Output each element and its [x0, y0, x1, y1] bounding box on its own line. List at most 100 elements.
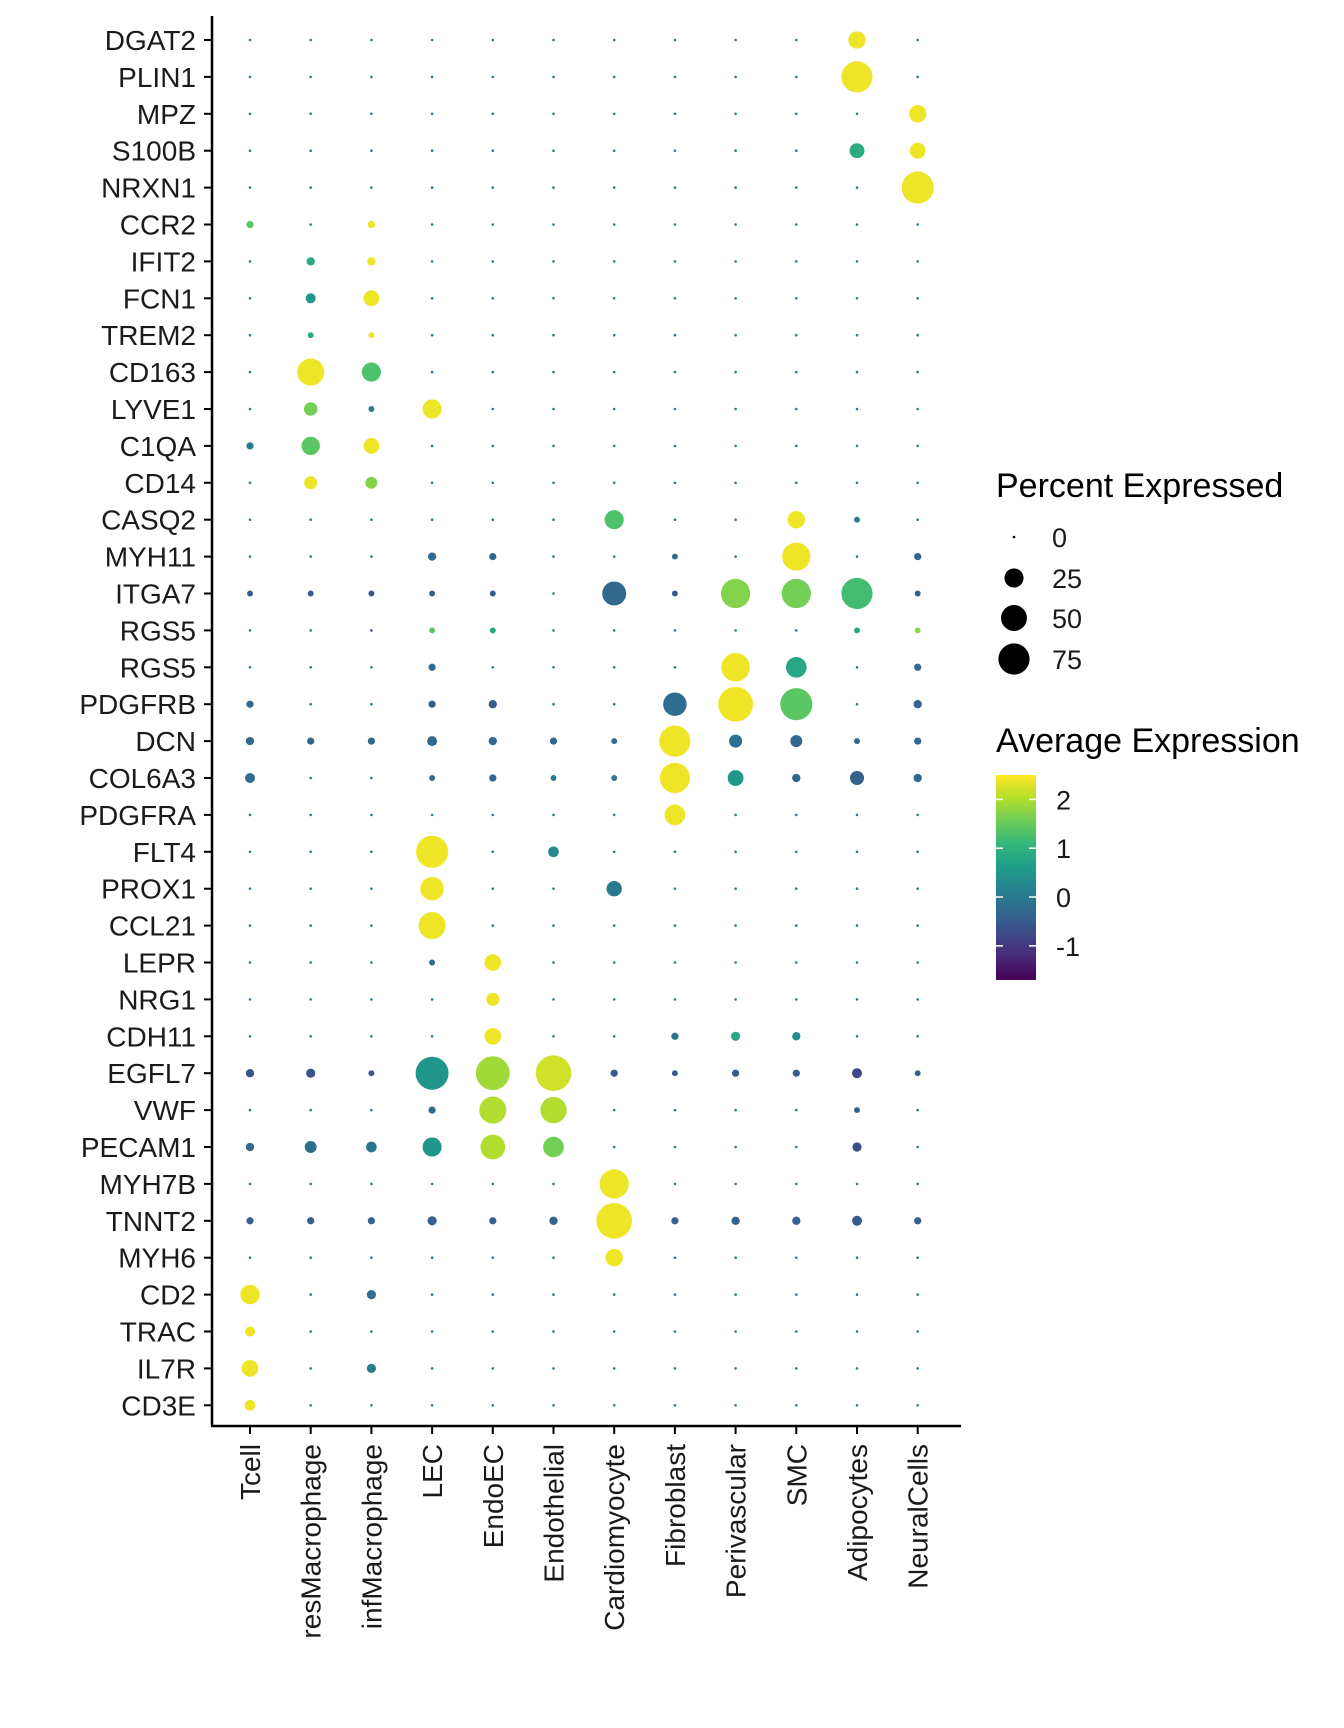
dot-casq2-adipocytes [854, 516, 860, 523]
size-legend-items: 0 25 50 75 [998, 523, 1082, 675]
dot-dcn-cardiomyocyte [611, 738, 618, 745]
dot-mpz-fibroblast [673, 112, 677, 116]
dot-dcn-adipocytes [854, 738, 860, 745]
dot-prox1-tcell [248, 887, 252, 890]
y-axis-ticks: DGAT2 PLIN1 MPZ S100B NRXN1 CCR2 IFIT2 FCN1 TREM… [79, 25, 212, 1421]
dot-myh7b-lec [430, 1182, 434, 1186]
dot-tnnt2-smc [792, 1216, 801, 1225]
dots-layer [240, 31, 934, 1411]
dot-dcn-endoec [488, 736, 497, 746]
dot-trem2-infmacrophage [368, 332, 375, 339]
dot-lepr-resmacrophage [309, 961, 313, 964]
size-legend-title: Percent Expressed [996, 467, 1283, 505]
dot-dcn-lec [427, 736, 438, 747]
dot-ccl21-lec [418, 912, 446, 940]
dot-dgat2-resmacrophage [309, 38, 313, 42]
dot-cd2-infmacrophage [366, 1290, 376, 1300]
dot-c1qa-adipocytes [855, 444, 859, 448]
dot-rgs5-infmacrophage [370, 666, 373, 669]
dot-cdh11-fibroblast [671, 1032, 679, 1040]
dot-lepr-infmacrophage [370, 961, 373, 964]
dot-cd2-adipocytes [855, 1293, 859, 1296]
dot-egfl7-endoec [475, 1056, 510, 1091]
colorbar-label: 2 [1056, 785, 1071, 815]
dot-tnnt2-fibroblast [671, 1217, 679, 1225]
celltype-label-cardiomyocyte: Cardiomyocyte [599, 1444, 630, 1631]
dot-cdh11-perivascular [731, 1031, 741, 1041]
dot-cd2-tcell [240, 1284, 260, 1305]
x-axis-ticks: Tcell resMacrophage infMacrophage LEC EndoEC… [235, 1426, 934, 1639]
color-legend: Average Expression 2 1 0 -1 [996, 722, 1300, 980]
dot-trem2-smc [795, 333, 798, 337]
dot-c1qa-endothelial [552, 444, 555, 448]
dot-il7r-lec [430, 1367, 434, 1370]
dot-c1qa-lec [430, 444, 434, 448]
dot-plin1-endothelial [552, 75, 555, 79]
dot-mpz-resmacrophage [309, 112, 313, 116]
celltype-label-infmacrophage: infMacrophage [356, 1444, 387, 1629]
dot-ifit2-resmacrophage [306, 257, 315, 266]
dot-plin1-smc [795, 75, 798, 79]
dot-fcn1-resmacrophage [305, 293, 316, 304]
dot-nrxn1-endothelial [552, 186, 555, 189]
dot-ccl21-infmacrophage [370, 924, 373, 927]
celltype-label-resmacrophage: resMacrophage [296, 1444, 327, 1639]
dot-egfl7-smc [792, 1069, 800, 1077]
dot-prox1-adipocytes [855, 887, 859, 890]
dot-dgat2-infmacrophage [370, 38, 373, 42]
dot-dgat2-endoec [491, 38, 495, 42]
dot-cd14-adipocytes [855, 481, 859, 485]
dot-cd163-fibroblast [673, 370, 677, 374]
dot-rgs5-cardiomyocyte [612, 629, 616, 632]
dot-myh11-perivascular [734, 555, 737, 558]
gene-label-vwf: VWF [134, 1095, 196, 1126]
dot-pdgfrb-adipocytes [855, 702, 859, 706]
dot-dcn-smc [790, 735, 803, 748]
gene-label-cdh11: CDH11 [106, 1021, 196, 1052]
dot-nrxn1-endoec [491, 186, 495, 189]
dot-ccl21-fibroblast [673, 924, 677, 927]
dot-vwf-endothelial [540, 1096, 567, 1124]
dot-pdgfrb-cardiomyocyte [612, 702, 616, 706]
dot-cd163-neuralcells [916, 370, 919, 374]
dot-itga7-infmacrophage [368, 590, 375, 597]
dot-lepr-lec [429, 959, 436, 966]
dot-myh11-endothelial [552, 555, 555, 558]
dot-il7r-smc [795, 1367, 798, 1370]
dot-ifit2-perivascular [734, 260, 737, 263]
dot-nrxn1-smc [795, 186, 798, 189]
dot-s100b-endoec [491, 149, 495, 152]
dot-trac-endoec [491, 1330, 495, 1333]
dot-rgs5-smc [785, 656, 807, 678]
dot-flt4-neuralcells [916, 850, 919, 854]
dot-casq2-smc [787, 511, 805, 529]
dot-tnnt2-perivascular [731, 1216, 740, 1225]
dot-casq2-tcell [248, 518, 252, 521]
dot-nrg1-perivascular [734, 998, 737, 1001]
dot-prox1-infmacrophage [370, 887, 373, 890]
dot-itga7-smc [781, 578, 811, 609]
dot-vwf-neuralcells [916, 1108, 919, 1112]
dot-cd163-cardiomyocyte [612, 370, 616, 374]
gene-label-c1qa: C1QA [120, 431, 197, 462]
dot-myh7b-resmacrophage [309, 1182, 313, 1186]
gene-label-lyve1: LYVE1 [111, 394, 196, 425]
dot-cd14-endoec [491, 481, 495, 485]
gene-label-col6a3: COL6A3 [89, 763, 196, 794]
dot-cd2-fibroblast [673, 1293, 677, 1296]
dot-pdgfrb-fibroblast [663, 692, 687, 716]
dot-pdgfra-perivascular [734, 813, 737, 817]
dot-lepr-smc [795, 961, 798, 964]
dot-vwf-resmacrophage [309, 1108, 313, 1112]
dot-il7r-neuralcells [916, 1367, 919, 1370]
dot-rgs5-tcell [248, 666, 252, 669]
dot-vwf-endoec [479, 1096, 507, 1124]
dot-egfl7-adipocytes [852, 1068, 862, 1079]
dot-plin1-resmacrophage [309, 75, 313, 79]
gene-label-casq2: CASQ2 [101, 505, 196, 536]
dot-vwf-adipocytes [854, 1107, 860, 1114]
dot-cd163-tcell [248, 370, 252, 374]
dot-pecam1-endothelial [543, 1136, 564, 1158]
size-legend-label: 25 [1052, 564, 1082, 594]
dot-rgs5-resmacrophage [309, 629, 313, 632]
